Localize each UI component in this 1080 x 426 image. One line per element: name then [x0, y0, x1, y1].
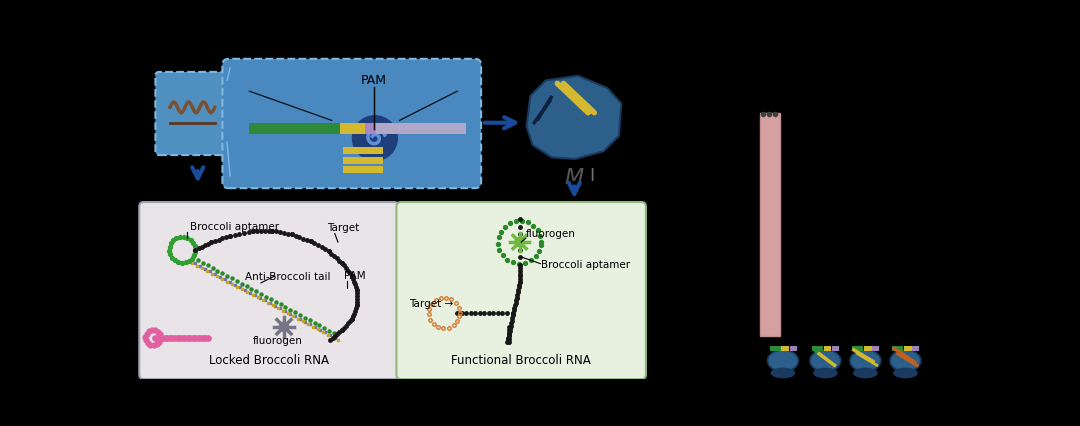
Ellipse shape — [853, 368, 878, 378]
FancyBboxPatch shape — [396, 202, 646, 379]
Ellipse shape — [850, 350, 881, 371]
Bar — [824, 346, 832, 351]
Text: $\mathit{M}$: $\mathit{M}$ — [564, 168, 584, 188]
Ellipse shape — [813, 368, 838, 378]
Bar — [892, 346, 903, 351]
Text: Broccoli aptamer: Broccoli aptamer — [190, 222, 280, 232]
Circle shape — [279, 321, 289, 332]
Text: PAM: PAM — [345, 271, 366, 281]
Text: Functional Broccoli RNA: Functional Broccoli RNA — [451, 354, 591, 367]
Polygon shape — [527, 76, 621, 159]
Bar — [789, 346, 797, 351]
Bar — [812, 346, 823, 351]
Ellipse shape — [810, 350, 840, 371]
Bar — [873, 346, 879, 351]
Text: fluorogen: fluorogen — [526, 229, 576, 239]
Ellipse shape — [893, 368, 918, 378]
Ellipse shape — [768, 350, 798, 371]
Ellipse shape — [890, 350, 921, 371]
Text: I: I — [590, 167, 595, 185]
Bar — [340, 124, 365, 133]
Bar — [852, 346, 863, 351]
Bar — [833, 346, 839, 351]
Text: Locked Broccoli RNA: Locked Broccoli RNA — [210, 354, 329, 367]
Bar — [365, 124, 376, 133]
Text: Anti-Broccoli tail: Anti-Broccoli tail — [245, 273, 330, 282]
Bar — [782, 346, 789, 351]
Bar — [904, 346, 912, 351]
Text: Target →: Target → — [408, 299, 453, 309]
Bar — [342, 157, 382, 164]
Bar — [770, 346, 781, 351]
FancyBboxPatch shape — [156, 72, 231, 155]
Bar — [913, 346, 919, 351]
Bar — [342, 166, 382, 173]
Bar — [342, 147, 382, 153]
FancyBboxPatch shape — [222, 59, 481, 188]
Ellipse shape — [771, 368, 795, 378]
Bar — [376, 124, 467, 133]
FancyBboxPatch shape — [139, 202, 399, 379]
Bar — [760, 113, 780, 336]
Text: Broccoli aptamer: Broccoli aptamer — [541, 260, 631, 270]
Bar — [249, 124, 340, 133]
Circle shape — [352, 115, 397, 161]
Text: PAM: PAM — [361, 74, 387, 87]
Text: fluorogen: fluorogen — [253, 337, 302, 346]
Bar — [864, 346, 872, 351]
Circle shape — [514, 237, 525, 248]
Text: Target: Target — [327, 223, 360, 233]
